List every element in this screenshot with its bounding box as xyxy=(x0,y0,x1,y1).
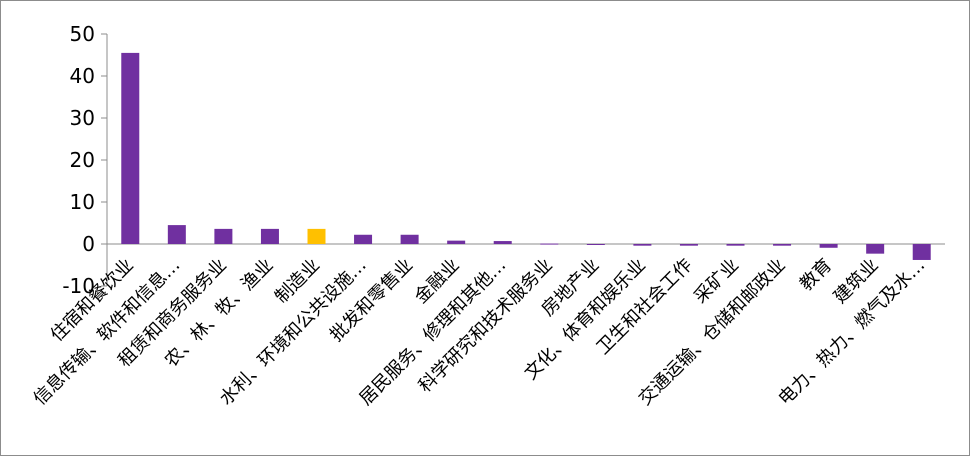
bar-18 xyxy=(912,244,931,260)
bar-1 xyxy=(121,52,140,245)
bar-2 xyxy=(167,225,186,244)
y-tick-label: 50 xyxy=(70,22,95,46)
bar-9 xyxy=(493,241,512,244)
y-tick-label: 10 xyxy=(70,190,95,214)
bar-7 xyxy=(400,234,419,244)
y-tick-label: 20 xyxy=(70,148,95,172)
bar-15 xyxy=(773,244,792,246)
y-tick-label: 40 xyxy=(70,64,95,88)
y-tick-label: 0 xyxy=(82,232,95,256)
bar-17 xyxy=(866,244,885,254)
bar-6 xyxy=(354,234,373,244)
bar-12 xyxy=(633,244,652,246)
bar-11 xyxy=(586,244,605,245)
x-tick-label: 教育 xyxy=(796,255,836,295)
y-tick-label: -10 xyxy=(62,274,95,298)
bar-8 xyxy=(447,240,466,244)
bar-5 xyxy=(307,228,326,244)
bar-14 xyxy=(726,244,745,246)
bar-16 xyxy=(819,244,838,248)
y-tick-label: 30 xyxy=(70,106,95,130)
bar-4 xyxy=(260,228,279,244)
bar-10 xyxy=(540,243,559,245)
bar-3 xyxy=(214,228,233,244)
bar-13 xyxy=(679,244,698,246)
